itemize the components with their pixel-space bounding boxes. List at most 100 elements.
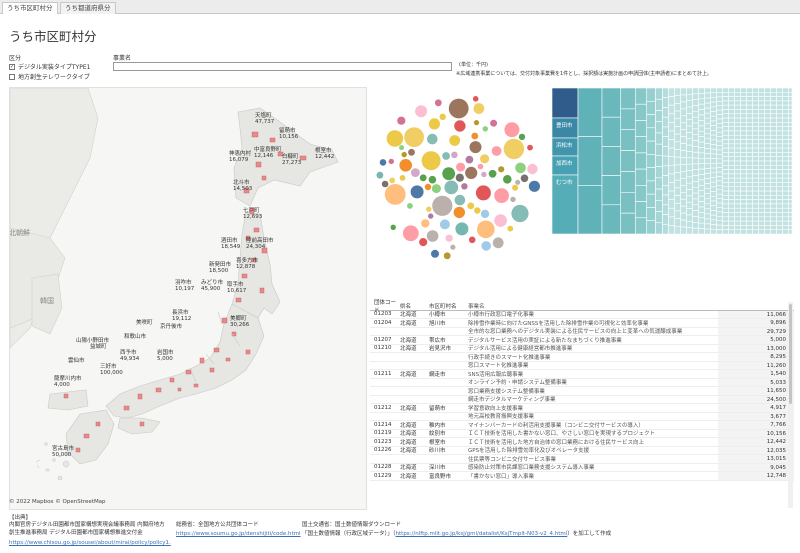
bubble[interactable] — [461, 183, 468, 190]
treemap-cell[interactable] — [728, 212, 735, 218]
treemap-cell[interactable] — [722, 109, 729, 115]
treemap-cell[interactable] — [758, 122, 765, 127]
treemap-cell[interactable] — [716, 154, 723, 160]
treemap-cell[interactable] — [635, 185, 648, 202]
treemap-cell[interactable] — [710, 134, 717, 141]
treemap-cell[interactable] — [704, 127, 711, 134]
treemap-cell[interactable] — [716, 105, 723, 111]
treemap-cell[interactable] — [686, 182, 693, 190]
treemap-cell[interactable] — [788, 190, 792, 196]
treemap-cell[interactable] — [776, 100, 783, 106]
treemap-cell[interactable] — [722, 220, 729, 226]
treemap-cell[interactable] — [668, 88, 675, 97]
treemap-cell[interactable] — [728, 113, 735, 119]
bubble[interactable] — [515, 162, 526, 174]
treemap-cell[interactable] — [788, 173, 792, 179]
treemap-cell[interactable] — [740, 117, 747, 123]
bubble[interactable] — [481, 171, 487, 178]
map-label[interactable]: 白糠町 27,273 — [282, 154, 302, 166]
treemap-cell[interactable] — [746, 199, 753, 205]
treemap-cell[interactable] — [646, 140, 656, 155]
treemap-cell[interactable] — [734, 216, 741, 222]
treemap-cell[interactable] — [782, 164, 789, 170]
map-label[interactable]: 西予市 49,934 — [120, 350, 140, 362]
treemap-cell[interactable] — [716, 123, 723, 129]
table-row[interactable]: 地元高校教育振興支援事業 3,677 — [370, 412, 794, 421]
treemap-cell[interactable] — [770, 169, 777, 175]
treemap-cell[interactable] — [788, 96, 792, 102]
treemap-cell[interactable] — [746, 104, 753, 110]
treemap-cell[interactable] — [758, 225, 765, 231]
treemap-cell[interactable] — [770, 199, 777, 205]
table-scrollbar[interactable] — [788, 302, 793, 508]
treemap-cell[interactable] — [601, 175, 622, 206]
treemap-cell[interactable] — [776, 212, 783, 218]
bubble[interactable] — [399, 145, 405, 151]
bubble[interactable] — [480, 209, 490, 219]
treemap-cell[interactable] — [734, 122, 741, 127]
treemap-cell[interactable] — [788, 117, 792, 123]
treemap-cell[interactable] — [710, 200, 717, 207]
treemap-cell[interactable] — [782, 109, 789, 115]
treemap-cell[interactable] — [722, 216, 729, 222]
treemap-cell[interactable] — [692, 122, 699, 130]
treemap-cell[interactable] — [788, 156, 792, 162]
treemap-cell[interactable] — [686, 125, 693, 133]
table-row[interactable]: 01211 北海道 網走市 SNS活用広報広聴事業 1,540 — [370, 370, 794, 379]
bubble[interactable] — [503, 138, 525, 160]
treemap-cell[interactable] — [577, 185, 603, 234]
treemap-cell[interactable] — [770, 229, 777, 234]
treemap-cell[interactable] — [655, 132, 663, 145]
treemap-cell[interactable] — [734, 203, 741, 209]
map-label[interactable]: 美咲町 — [136, 320, 153, 326]
treemap-cell[interactable] — [764, 156, 771, 162]
treemap-cell[interactable] — [752, 91, 759, 97]
treemap-cell[interactable] — [692, 128, 699, 136]
treemap-cell[interactable] — [716, 149, 723, 155]
treemap-cell[interactable] — [752, 143, 759, 149]
filter-digital-type1[interactable]: ✓ デジタル実装タイプTYPE1 — [9, 62, 90, 71]
treemap-cell[interactable] — [646, 100, 656, 115]
treemap-cell[interactable] — [752, 88, 759, 93]
treemap-cell[interactable] — [662, 165, 669, 176]
treemap-cell[interactable] — [776, 220, 783, 226]
treemap-cell[interactable] — [601, 116, 622, 147]
mlit-link[interactable]: https://nlftp.mlit.go.jp/ksj/gml/datalis… — [395, 531, 568, 537]
treemap-cell[interactable] — [674, 103, 681, 112]
treemap-cell[interactable] — [770, 164, 777, 170]
treemap-cell[interactable] — [704, 218, 711, 225]
table-row[interactable]: 行政手続きのスマート化推進事業 8,295 — [370, 353, 794, 362]
treemap-cell[interactable] — [716, 88, 723, 93]
treemap-cell[interactable] — [734, 186, 741, 192]
treemap-cell[interactable] — [764, 152, 771, 158]
treemap-cell[interactable] — [635, 217, 648, 234]
bubble[interactable] — [399, 175, 406, 181]
treemap-cell[interactable] — [686, 201, 693, 209]
treemap-cell[interactable] — [722, 207, 729, 213]
treemap-cell[interactable] — [698, 179, 705, 186]
treemap-cell[interactable] — [782, 225, 789, 231]
treemap-cell[interactable] — [770, 91, 777, 97]
treemap-cell[interactable] — [734, 113, 741, 119]
bubble[interactable] — [434, 99, 442, 107]
treemap-cell[interactable] — [788, 195, 792, 200]
treemap-cell[interactable] — [764, 225, 771, 231]
bubble[interactable] — [527, 144, 533, 151]
bubble[interactable] — [510, 196, 516, 203]
treemap-cell[interactable] — [704, 133, 711, 139]
treemap-cell[interactable] — [716, 176, 723, 182]
treemap-cell[interactable] — [776, 182, 783, 188]
bubble[interactable] — [401, 151, 407, 158]
treemap-cell[interactable] — [698, 147, 705, 154]
treemap-cell[interactable] — [698, 212, 705, 219]
map-label[interactable]: みどり市 45,900 — [201, 280, 224, 292]
treemap-cell[interactable] — [740, 207, 747, 213]
treemap-cell[interactable] — [776, 177, 783, 183]
treemap-cell[interactable] — [646, 127, 656, 142]
map-label[interactable]: 北斗市 14,503 — [233, 180, 253, 192]
treemap-cell[interactable] — [782, 126, 789, 132]
treemap-cell[interactable] — [692, 99, 699, 106]
treemap-cell[interactable] — [722, 186, 729, 192]
treemap-cell[interactable] — [704, 183, 711, 189]
treemap-cell[interactable] — [782, 173, 789, 179]
